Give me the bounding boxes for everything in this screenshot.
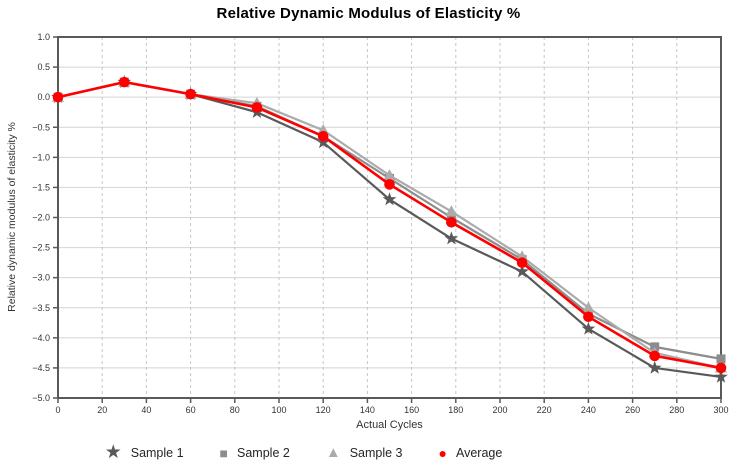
svg-text:−3.0: −3.0 (32, 273, 50, 283)
svg-text:0.0: 0.0 (37, 92, 50, 102)
svg-text:140: 140 (360, 405, 375, 415)
svg-text:120: 120 (316, 405, 331, 415)
series-sample-3 (52, 75, 727, 373)
legend-item-average: ● Average (439, 446, 503, 460)
svg-text:−1.0: −1.0 (32, 152, 50, 162)
series-average (52, 76, 727, 374)
svg-text:200: 200 (492, 405, 507, 415)
svg-text:0.5: 0.5 (37, 62, 50, 72)
triangle-icon: ▲ (325, 444, 341, 461)
svg-text:40: 40 (141, 405, 151, 415)
legend-label: Sample 3 (349, 445, 403, 460)
svg-text:−4.5: −4.5 (32, 363, 50, 373)
svg-text:20: 20 (97, 405, 107, 415)
legend-label: Sample 2 (237, 445, 290, 460)
svg-text:280: 280 (669, 405, 684, 415)
series-sample-2 (53, 77, 726, 364)
svg-text:80: 80 (230, 405, 240, 415)
legend-item-sample-3: ▲ Sample 3 (326, 445, 403, 460)
svg-text:60: 60 (186, 405, 196, 415)
svg-text:160: 160 (404, 405, 419, 415)
svg-text:−2.0: −2.0 (32, 213, 50, 223)
svg-text:1.0: 1.0 (37, 32, 50, 42)
svg-text:240: 240 (581, 405, 596, 415)
h-gridlines (58, 36, 721, 399)
chart-title: Relative Dynamic Modulus of Elasticity % (216, 5, 521, 22)
svg-text:220: 220 (537, 405, 552, 415)
x-axis-title: Actual Cycles (356, 419, 423, 431)
svg-text:−0.5: −0.5 (32, 122, 50, 132)
square-icon: ■ (219, 444, 229, 461)
svg-text:−1.5: −1.5 (32, 182, 50, 192)
y-axis-title: Relative dynamic modulus of elasticity % (6, 122, 18, 312)
legend-item-sample-1: ★ Sample 1 (105, 443, 184, 462)
chart-canvas: 1.0 0.5 0.0 −0.5 −1.0 −1.5 −2.0 −2.5 −3.0 −3.5 −4.… (32, 32, 728, 415)
svg-text:260: 260 (625, 405, 640, 415)
svg-text:−5.0: −5.0 (32, 393, 50, 403)
legend: ★ Sample 1 ■ Sample 2 ▲ Sample 3 ● Avera… (0, 443, 737, 462)
svg-text:300: 300 (713, 405, 728, 415)
axis-tick-labels: 1.0 0.5 0.0 −0.5 −1.0 −1.5 −2.0 −2.5 −3.0 −3.5 −4.… (32, 32, 728, 415)
circle-icon: ● (438, 444, 447, 461)
series-sample-1 (51, 74, 728, 383)
svg-text:0: 0 (55, 405, 60, 415)
svg-text:−2.5: −2.5 (32, 243, 50, 253)
svg-text:−3.5: −3.5 (32, 303, 50, 313)
legend-label: Sample 1 (130, 445, 184, 460)
legend-label: Average (455, 445, 503, 460)
svg-text:180: 180 (448, 405, 463, 415)
svg-text:−4.0: −4.0 (32, 333, 50, 343)
legend-item-sample-2: ■ Sample 2 (220, 446, 290, 460)
svg-text:100: 100 (271, 405, 286, 415)
star-icon: ★ (104, 442, 122, 463)
